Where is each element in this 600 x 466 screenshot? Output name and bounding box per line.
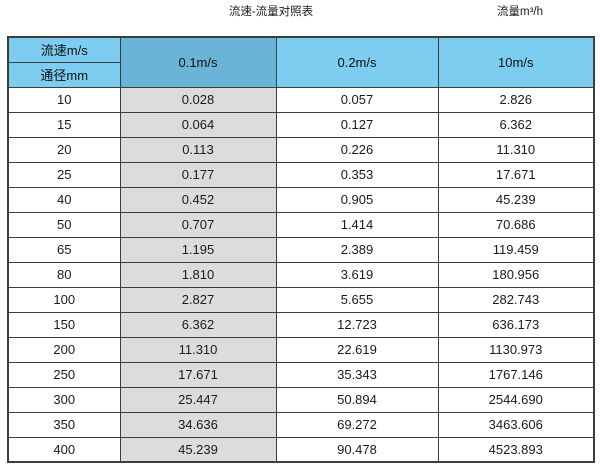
cell-dn: 350 (7, 411, 121, 438)
cell-flow-0-2: 0.057 (275, 86, 439, 113)
cell-flow-0-1: 17.671 (119, 361, 277, 388)
cell-flow-0-2: 0.226 (275, 136, 439, 163)
header-velocity-0-1: 0.1m/s (119, 36, 277, 88)
cell-flow-0-1: 34.636 (119, 411, 277, 438)
cell-flow-0-2: 0.905 (275, 186, 439, 213)
table-row: 250 17.671 35.343 1767.146 (7, 361, 595, 388)
header-velocity-unit: 流速m/s (7, 36, 121, 63)
table-row: 100 2.827 5.655 282.743 (7, 286, 595, 313)
cell-dn: 150 (7, 311, 121, 338)
cell-flow-0-2: 12.723 (275, 311, 439, 338)
cell-flow-0-1: 0.113 (119, 136, 277, 163)
table-row: 350 34.636 69.272 3463.606 (7, 411, 595, 438)
table-row: 40 0.452 0.905 45.239 (7, 186, 595, 213)
header-velocity-10: 10m/s (437, 36, 595, 88)
cell-dn: 10 (7, 86, 121, 113)
cell-flow-0-2: 35.343 (275, 361, 439, 388)
cell-dn: 40 (7, 186, 121, 213)
table-row: 20 0.113 0.226 11.310 (7, 136, 595, 163)
cell-flow-0-1: 25.447 (119, 386, 277, 413)
cell-flow-0-1: 45.239 (119, 436, 277, 463)
cell-flow-0-1: 2.827 (119, 286, 277, 313)
cell-flow-0-2: 1.414 (275, 211, 439, 238)
cell-flow-10: 636.173 (437, 311, 595, 338)
cell-dn: 300 (7, 386, 121, 413)
header-velocity-0-2: 0.2m/s (275, 36, 439, 88)
flow-rate-table: 流速m/s 0.1m/s 0.2m/s 10m/s 通径mm 10 0.028 … (7, 36, 595, 463)
cell-dn: 100 (7, 286, 121, 313)
cell-dn: 50 (7, 211, 121, 238)
table-row: 400 45.239 90.478 4523.893 (7, 436, 595, 463)
cell-flow-10: 4523.893 (437, 436, 595, 463)
cell-flow-0-2: 2.389 (275, 236, 439, 263)
table-row: 10 0.028 0.057 2.826 (7, 86, 595, 113)
flow-table-wrapper: 流速m/s 0.1m/s 0.2m/s 10m/s 通径mm 10 0.028 … (7, 36, 595, 463)
table-row: 65 1.195 2.389 119.459 (7, 236, 595, 263)
cell-flow-0-1: 0.028 (119, 86, 277, 113)
cell-flow-10: 180.956 (437, 261, 595, 288)
cell-flow-10: 1130.973 (437, 336, 595, 363)
cell-flow-0-2: 22.619 (275, 336, 439, 363)
cell-flow-0-1: 6.362 (119, 311, 277, 338)
cell-dn: 200 (7, 336, 121, 363)
cell-flow-10: 70.686 (437, 211, 595, 238)
caption-row: 流速-流量对照表 流量m³/h (0, 0, 600, 32)
cell-flow-10: 45.239 (437, 186, 595, 213)
cell-flow-0-1: 0.177 (119, 161, 277, 188)
cell-flow-0-2: 0.353 (275, 161, 439, 188)
cell-flow-10: 2.826 (437, 86, 595, 113)
cell-dn: 400 (7, 436, 121, 463)
table-row: 15 0.064 0.127 6.362 (7, 111, 595, 138)
cell-flow-0-1: 1.195 (119, 236, 277, 263)
cell-flow-0-1: 1.810 (119, 261, 277, 288)
table-body: 流速m/s 0.1m/s 0.2m/s 10m/s 通径mm 10 0.028 … (7, 36, 595, 463)
cell-flow-0-2: 50.894 (275, 386, 439, 413)
cell-dn: 20 (7, 136, 121, 163)
cell-flow-0-2: 3.619 (275, 261, 439, 288)
cell-flow-10: 11.310 (437, 136, 595, 163)
cell-flow-0-2: 90.478 (275, 436, 439, 463)
cell-flow-10: 282.743 (437, 286, 595, 313)
cell-flow-0-1: 11.310 (119, 336, 277, 363)
header-diameter-unit: 通径mm (7, 61, 121, 88)
flow-unit-label: 流量m³/h (497, 6, 543, 18)
table-row: 25 0.177 0.353 17.671 (7, 161, 595, 188)
cell-dn: 80 (7, 261, 121, 288)
cell-flow-10: 1767.146 (437, 361, 595, 388)
cell-flow-10: 6.362 (437, 111, 595, 138)
table-row: 50 0.707 1.414 70.686 (7, 211, 595, 238)
page-title: 流速-流量对照表 (228, 6, 314, 18)
cell-flow-10: 3463.606 (437, 411, 595, 438)
cell-flow-10: 2544.690 (437, 386, 595, 413)
cell-dn: 250 (7, 361, 121, 388)
table-row: 300 25.447 50.894 2544.690 (7, 386, 595, 413)
table-row: 80 1.810 3.619 180.956 (7, 261, 595, 288)
cell-dn: 65 (7, 236, 121, 263)
cell-dn: 25 (7, 161, 121, 188)
table-row: 150 6.362 12.723 636.173 (7, 311, 595, 338)
table-header-row-bottom: 通径mm (7, 61, 594, 88)
cell-flow-0-2: 5.655 (275, 286, 439, 313)
cell-flow-0-1: 0.064 (119, 111, 277, 138)
cell-flow-10: 119.459 (437, 236, 595, 263)
cell-flow-0-2: 69.272 (275, 411, 439, 438)
table-header-row-top: 流速m/s 0.1m/s 0.2m/s 10m/s (7, 36, 595, 88)
cell-flow-0-2: 0.127 (275, 111, 439, 138)
table-row: 200 11.310 22.619 1130.973 (7, 336, 595, 363)
cell-flow-0-1: 0.707 (119, 211, 277, 238)
cell-flow-10: 17.671 (437, 161, 595, 188)
cell-dn: 15 (7, 111, 121, 138)
cell-flow-0-1: 0.452 (119, 186, 277, 213)
